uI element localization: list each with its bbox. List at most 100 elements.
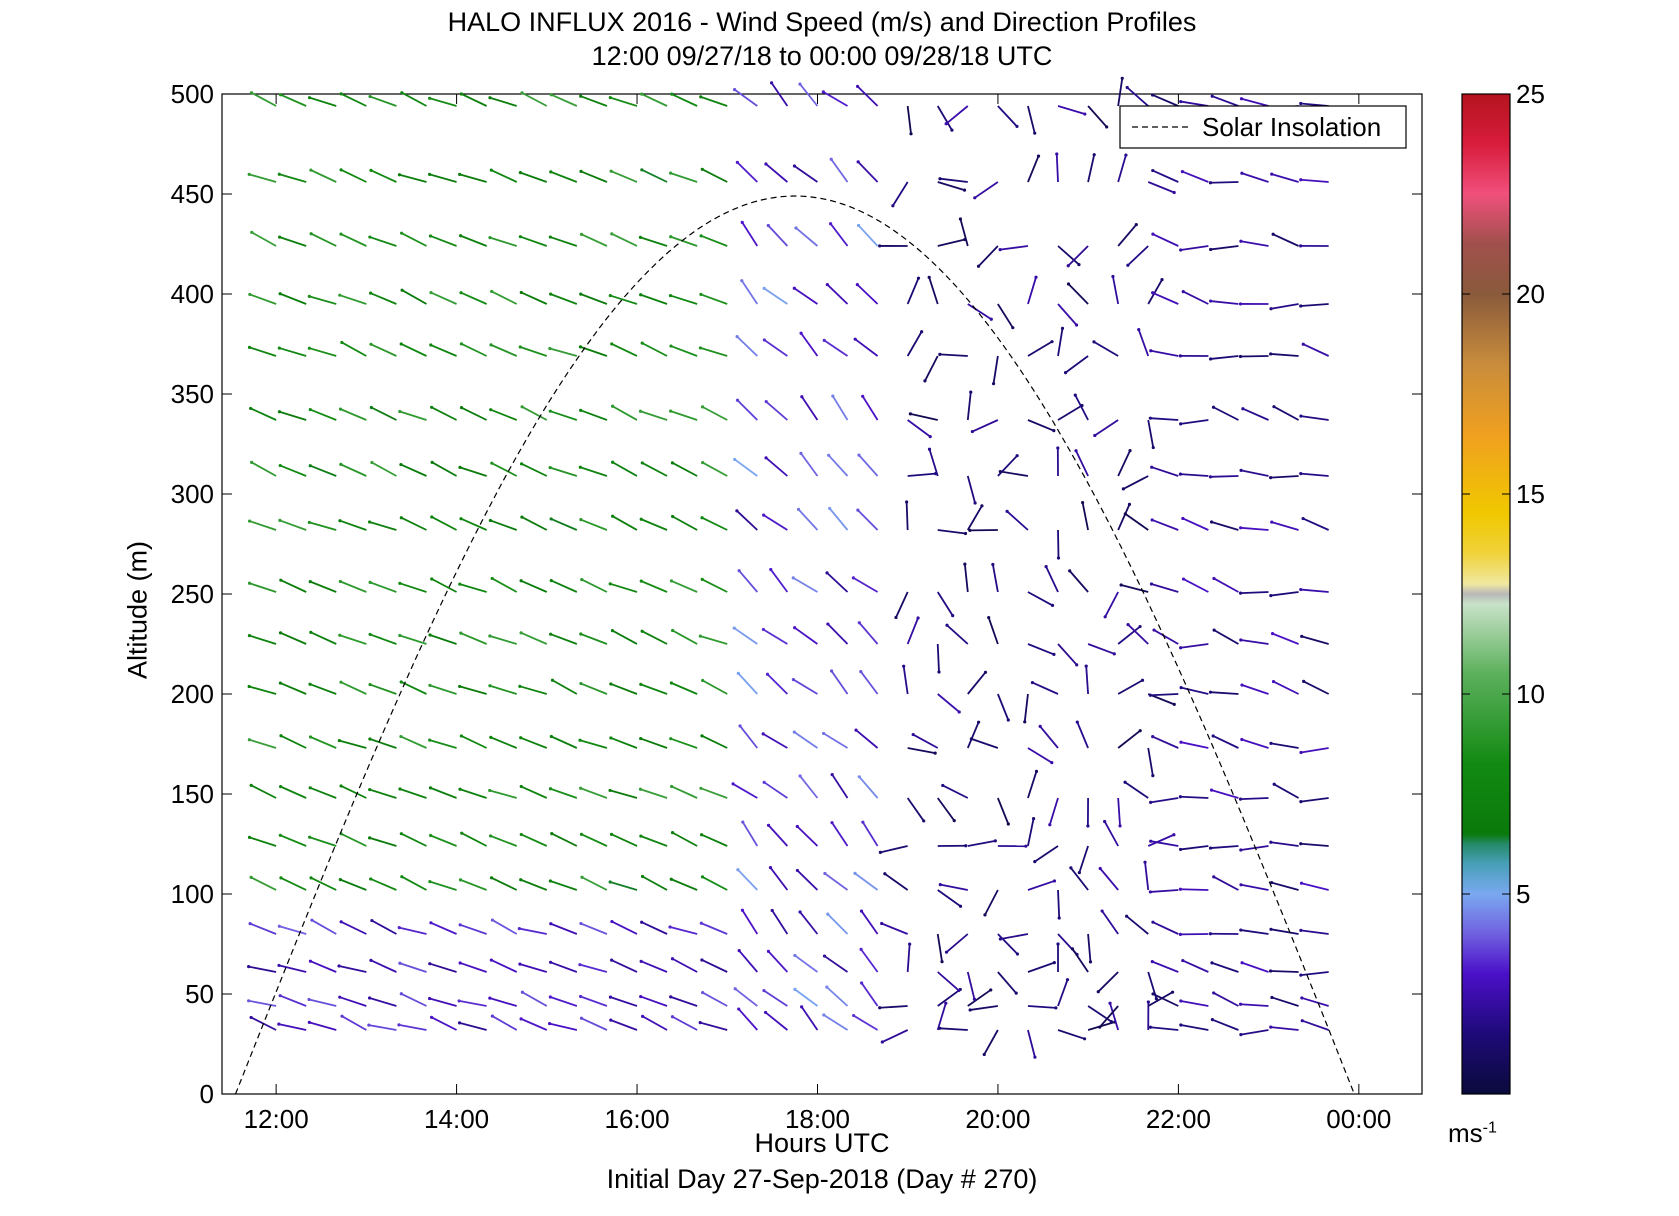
- wind-vector: [608, 95, 638, 107]
- colorbar-unit: ms-1: [1448, 1118, 1497, 1149]
- wind-vector: [457, 1021, 487, 1031]
- wind-vector: [1179, 419, 1209, 426]
- wind-vector: [611, 460, 638, 477]
- wind-vector: [549, 922, 578, 935]
- wind-vector-shaft: [765, 457, 788, 477]
- wind-vector: [1148, 889, 1179, 894]
- wind-vector-shaft: [1147, 279, 1163, 305]
- wind-vector-shaft: [279, 925, 307, 935]
- wind-vector-head: [700, 405, 705, 409]
- wind-vector-head: [1074, 449, 1078, 453]
- wind-vector: [248, 292, 277, 305]
- wind-vector: [367, 520, 397, 531]
- wind-vector-shaft: [280, 682, 307, 695]
- wind-vector-shaft: [879, 1005, 908, 1009]
- wind-vector-head: [1086, 824, 1090, 828]
- wind-vector-shaft: [1067, 283, 1089, 305]
- wind-vector-shaft: [309, 295, 337, 305]
- wind-vector-shaft: [1180, 888, 1209, 891]
- wind-vector-head: [762, 780, 766, 784]
- wind-vector: [1209, 355, 1239, 361]
- wind-vector-head: [669, 579, 674, 583]
- wind-vector-head: [909, 132, 913, 136]
- wind-vector-head: [958, 904, 963, 908]
- wind-vector-head: [769, 567, 773, 572]
- wind-vector-shaft: [793, 165, 818, 183]
- wind-vector-head: [609, 1018, 613, 1022]
- wind-vector-shaft: [699, 1021, 728, 1031]
- wind-vector-head: [1150, 93, 1155, 97]
- wind-vector-head: [977, 720, 981, 724]
- wind-vector: [826, 912, 849, 935]
- wind-vector: [1023, 693, 1029, 724]
- wind-vector: [250, 460, 277, 477]
- wind-vector: [337, 738, 367, 749]
- wind-vector-head: [911, 732, 915, 737]
- wind-vector: [578, 963, 608, 973]
- wind-vector: [399, 734, 427, 749]
- wind-vector: [459, 291, 488, 305]
- wind-vector: [762, 988, 788, 1007]
- wind-vector: [1178, 354, 1209, 358]
- wind-vector-head: [1178, 932, 1182, 937]
- wind-vector-shaft: [800, 452, 819, 477]
- wind-vector-shaft: [997, 693, 1010, 721]
- wind-vector: [428, 96, 457, 107]
- wind-vector-head: [927, 275, 931, 279]
- wind-vector-shaft: [429, 880, 457, 891]
- wind-vector: [1299, 747, 1329, 755]
- wind-vector: [798, 82, 819, 107]
- wind-vector-head: [1056, 446, 1060, 450]
- wind-vector: [1027, 340, 1054, 357]
- wind-vector-head: [821, 90, 825, 94]
- wind-vector-head: [1270, 632, 1275, 636]
- wind-vector-head: [1060, 326, 1065, 330]
- wind-vector-head: [549, 93, 553, 97]
- wind-vector: [1147, 990, 1175, 1007]
- wind-vector-head: [430, 405, 434, 409]
- wind-vector-shaft: [1097, 971, 1119, 993]
- wind-vector: [1181, 516, 1209, 531]
- wind-vector: [906, 616, 920, 645]
- wind-vector: [610, 958, 638, 973]
- wind-vector-head: [640, 341, 644, 345]
- wind-vector-head: [957, 710, 961, 714]
- wind-vector-head: [701, 460, 705, 465]
- wind-vector-shaft: [340, 832, 367, 847]
- wind-vector: [1301, 342, 1330, 357]
- wind-vector-shaft: [1210, 181, 1239, 184]
- wind-vector: [997, 693, 1010, 722]
- wind-vector-shaft: [369, 837, 397, 847]
- wind-vector-shaft: [1152, 94, 1179, 107]
- wind-vector: [430, 1015, 457, 1031]
- wind-vector: [639, 579, 668, 593]
- wind-vector-head: [1075, 663, 1079, 667]
- wind-vector-head: [249, 875, 253, 879]
- wind-vector-shaft: [1087, 1005, 1112, 1023]
- x-axis-label: Hours UTC: [754, 1128, 890, 1158]
- wind-vector-head: [398, 581, 402, 585]
- wind-vector-shaft: [370, 292, 397, 305]
- wind-vector-shaft: [770, 568, 789, 593]
- wind-vector-head: [1033, 1055, 1037, 1059]
- wind-vector: [1269, 352, 1299, 357]
- wind-vector-shaft: [856, 283, 879, 305]
- wind-vector-head: [309, 876, 313, 880]
- wind-vector-shaft: [489, 684, 517, 695]
- wind-vector-head: [1269, 307, 1273, 311]
- wind-vector-head: [1269, 352, 1273, 356]
- chart-title: HALO INFLUX 2016 - Wind Speed (m/s) and …: [447, 7, 1197, 37]
- wind-vector-shaft: [579, 739, 608, 749]
- wind-vector: [397, 173, 427, 183]
- wind-vector-head: [1075, 720, 1079, 724]
- wind-vector-head: [1209, 357, 1213, 361]
- wind-vector-head: [831, 394, 835, 398]
- wind-vector: [1117, 153, 1128, 183]
- wind-vector: [768, 866, 789, 891]
- wind-vector-head: [308, 735, 313, 739]
- wind-vector: [1209, 299, 1239, 305]
- wind-vector-shaft: [1182, 170, 1209, 183]
- wind-vector: [400, 91, 427, 107]
- wind-vector-shaft: [1087, 933, 1092, 962]
- wind-vector-shaft: [1045, 566, 1059, 593]
